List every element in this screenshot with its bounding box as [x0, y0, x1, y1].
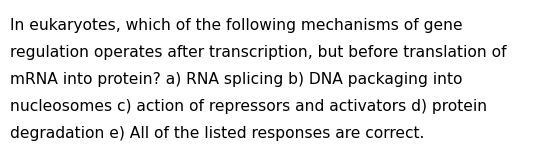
Text: nucleosomes c) action of repressors and activators d) protein: nucleosomes c) action of repressors and …: [10, 99, 487, 114]
Text: regulation operates after transcription, but before translation of: regulation operates after transcription,…: [10, 45, 507, 60]
Text: degradation e) All of the listed responses are correct.: degradation e) All of the listed respons…: [10, 126, 425, 141]
Text: mRNA into protein? a) RNA splicing b) DNA packaging into: mRNA into protein? a) RNA splicing b) DN…: [10, 72, 463, 87]
Text: In eukaryotes, which of the following mechanisms of gene: In eukaryotes, which of the following me…: [10, 18, 463, 33]
